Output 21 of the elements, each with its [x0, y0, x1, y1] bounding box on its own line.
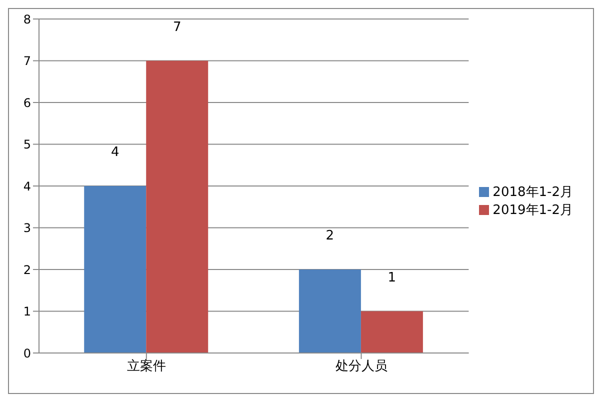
data-label: 7: [172, 20, 182, 35]
legend-label: 2019年1-2月: [492, 203, 573, 218]
data-label: 2: [326, 228, 334, 244]
bar: [298, 270, 361, 353]
bar: [84, 186, 146, 353]
y-tick-label: 5: [23, 138, 31, 152]
y-tick-label: 0: [23, 346, 31, 360]
y-tick-label: 6: [23, 96, 31, 110]
y-tick-label: 7: [23, 54, 31, 68]
y-tick-label: 8: [23, 12, 31, 26]
bar: [146, 60, 208, 353]
y-tick-label: 4: [23, 179, 31, 194]
legend-label: 2018年1-2月: [492, 185, 573, 200]
y-tick-label: 1: [23, 304, 31, 319]
bar: [360, 311, 423, 353]
data-label: 1: [388, 270, 396, 286]
x-tick-label: 立案件: [126, 358, 166, 374]
x-tick-label: 处分人员: [335, 359, 388, 374]
y-tick-label: 2: [23, 262, 31, 277]
data-label: 4: [110, 145, 120, 160]
y-tick-label: 3: [23, 221, 31, 236]
